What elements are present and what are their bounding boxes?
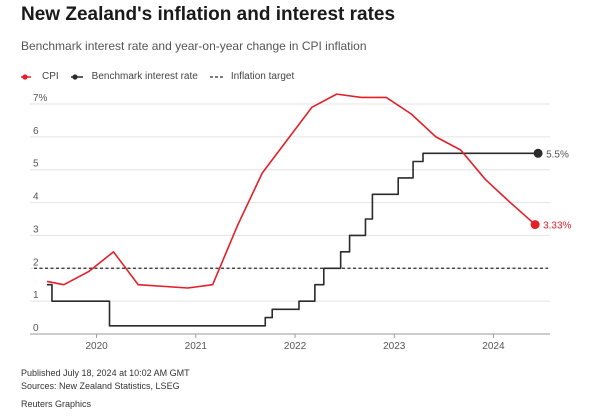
- y-tick-label: 2: [33, 257, 39, 268]
- y-axis-tick-labels: 0 1 2 3 4 5 6 7%: [33, 93, 48, 334]
- y-tick-label: 4: [33, 192, 39, 203]
- legend-label-inflation-target: Inflation target: [230, 71, 295, 82]
- cpi-end-label: 3.33%: [543, 221, 571, 232]
- y-tick-label: 0: [33, 323, 39, 334]
- benchmark-rate-end-label: 5.5%: [546, 149, 569, 160]
- end-markers: 5.5% 3.33%: [530, 148, 572, 232]
- cpi-series-line: [46, 93, 536, 289]
- y-tick-label: 3: [33, 224, 39, 235]
- x-axis-tick-labels: 2020 2021 2022 2023 2024: [85, 341, 505, 352]
- benchmark-rate-swatch-icon: [70, 73, 83, 80]
- y-tick-label: 1: [33, 290, 39, 301]
- credit-line: Reuters Graphics: [21, 399, 92, 409]
- chart-title: New Zealand's inflation and interest rat…: [21, 4, 396, 25]
- legend: CPI Benchmark interest rate Inflation ta…: [21, 71, 306, 82]
- legend-item-cpi: CPI: [21, 71, 59, 82]
- published-date: Published July 18, 2024 at 10:02 AM GMT: [21, 368, 190, 378]
- inflation-target-swatch-icon: [209, 75, 224, 78]
- benchmark-rate-end-point: [533, 148, 543, 158]
- x-tick-label: 2021: [185, 341, 208, 352]
- legend-item-benchmark-rate: Benchmark interest rate: [70, 71, 198, 82]
- y-tick-label: 6: [33, 126, 39, 137]
- y-tick-label: 7%: [33, 93, 48, 104]
- legend-label-cpi: CPI: [42, 71, 59, 82]
- x-tick-label: 2024: [482, 341, 505, 352]
- line-chart: 0 1 2 3 4 5 6 7% 2020 2021 2022 2023 2024 5.5% 3.33%: [30, 93, 572, 352]
- series-layer: [46, 93, 539, 327]
- x-tick-label: 2022: [284, 341, 307, 352]
- legend-label-benchmark-rate: Benchmark interest rate: [91, 71, 198, 82]
- cpi-swatch-icon: [21, 73, 31, 80]
- cpi-end-point: [530, 220, 540, 230]
- y-tick-label: 5: [33, 159, 39, 170]
- chart-subtitle: Benchmark interest rate and year-on-year…: [21, 39, 367, 53]
- benchmark-rate-series-line: [47, 152, 539, 327]
- legend-item-inflation-target: Inflation target: [209, 71, 295, 82]
- x-tick-label: 2023: [383, 341, 406, 352]
- sources-note: Sources: New Zealand Statistics, LSEG: [21, 381, 180, 391]
- gridlines: [30, 103, 550, 338]
- x-tick-label: 2020: [85, 341, 108, 352]
